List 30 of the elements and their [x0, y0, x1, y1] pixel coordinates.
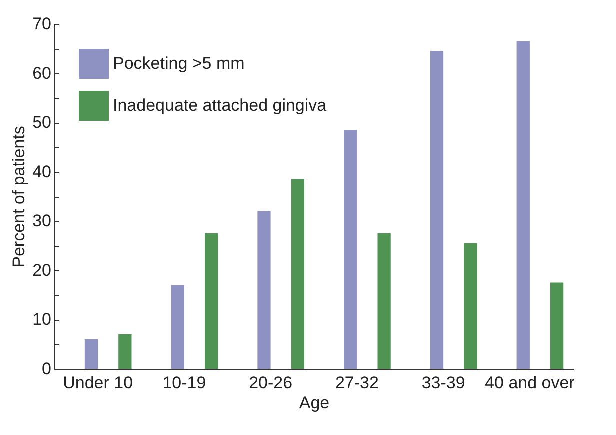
y-tick-label: 30 [32, 212, 52, 231]
bar [84, 339, 98, 369]
bar [204, 233, 218, 369]
y-tick-label: 70 [32, 14, 52, 34]
bar [430, 51, 444, 369]
legend-label: Inadequate attached gingiva [113, 96, 328, 115]
bar [378, 233, 391, 369]
y-tick-label: 50 [32, 113, 52, 132]
bar [118, 334, 132, 369]
y-tick-label: 20 [32, 260, 52, 280]
bar [291, 179, 304, 369]
x-tick-label: 10-19 [162, 374, 206, 392]
bar [258, 211, 271, 369]
bar [550, 282, 564, 369]
bar [516, 41, 530, 369]
x-tick-label: 40 and over [485, 374, 576, 392]
y-axis-title: Percent of patients [10, 126, 29, 268]
y-tick-label: 0 [42, 360, 52, 378]
x-tick-label: 20-26 [249, 374, 293, 392]
y-tick-label: 10 [32, 310, 52, 330]
x-tick-label: 33-39 [422, 374, 466, 392]
bar [344, 130, 358, 369]
x-axis-title: Age [299, 394, 330, 412]
y-tick-label: 40 [32, 162, 52, 182]
y-tick-label: 60 [32, 64, 52, 83]
x-tick-label: 27-32 [335, 374, 379, 392]
bar [171, 285, 184, 369]
legend-label: Pocketing >5 mm [113, 54, 245, 73]
bar [464, 243, 478, 369]
x-tick-label: Under 10 [63, 374, 134, 392]
